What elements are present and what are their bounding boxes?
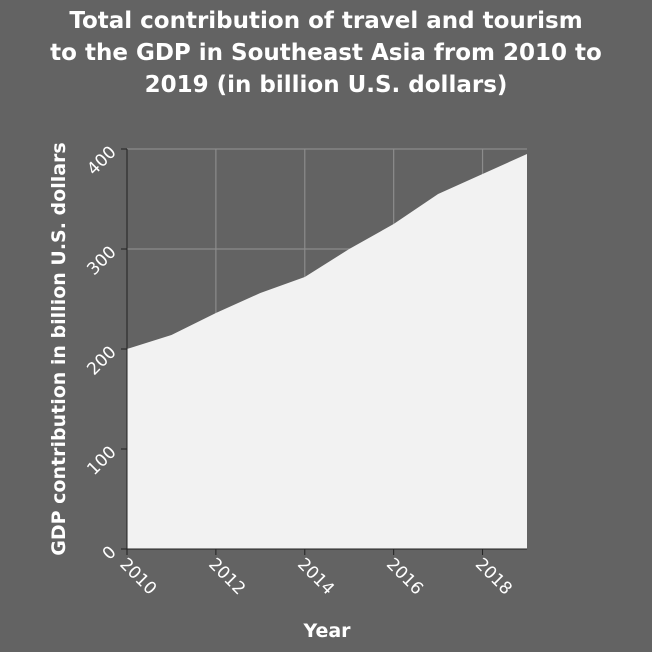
- x-tick-labels: 2010 2012 2014 2016 2018: [115, 554, 515, 599]
- area-series: [127, 154, 527, 549]
- y-axis-label: GDP contribution in billion U.S. dollars: [48, 142, 70, 555]
- chart-title: Total contribution of travel and tourism…: [50, 8, 602, 98]
- y-tick-labels: 0 100 200 300 400: [83, 142, 120, 564]
- y-tick-label: 0: [99, 542, 121, 564]
- title-line-1: Total contribution of travel and tourism: [69, 8, 582, 34]
- y-tick-label: 200: [83, 342, 120, 379]
- x-axis-label: Year: [302, 620, 351, 642]
- x-tick-label: 2014: [293, 554, 338, 599]
- x-tick-label: 2012: [204, 554, 249, 599]
- title-line-3: 2019 (in billion U.S. dollars): [145, 72, 508, 98]
- x-tick-label: 2016: [382, 554, 427, 599]
- x-tick-label: 2010: [115, 554, 160, 599]
- y-tick-label: 400: [83, 142, 120, 179]
- title-line-2: to the GDP in Southeast Asia from 2010 t…: [50, 40, 602, 66]
- axes: [121, 148, 527, 555]
- y-tick-label: 300: [83, 242, 120, 279]
- y-tick-label: 100: [83, 442, 120, 479]
- x-tick-label: 2018: [471, 554, 516, 599]
